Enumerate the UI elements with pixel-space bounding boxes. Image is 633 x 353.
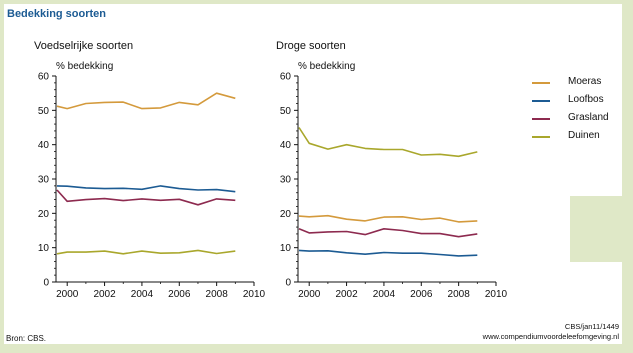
right-y-tick-label: 20	[280, 209, 292, 220]
right-x-tick-label: 2000	[298, 289, 321, 300]
left-series-grasland	[56, 189, 236, 206]
left-x-tick-label: 2006	[168, 289, 191, 300]
source-note: Bron: CBS.	[6, 334, 47, 343]
legend-item-loofbos: Loofbos	[532, 92, 633, 110]
left-y-tick-label: 10	[38, 243, 50, 254]
legend-label-moeras: Moeras	[568, 76, 602, 87]
right-chart-title: Droge soorten	[276, 40, 346, 52]
legend-item-duinen: Duinen	[532, 128, 633, 146]
left-y-tick-label: 20	[38, 209, 50, 220]
left-x-tick-label: 2010	[243, 289, 266, 300]
right-x-tick-label: 2002	[335, 289, 358, 300]
right-y-tick-label: 50	[280, 106, 292, 117]
credit-url: www.compendiumvoordeleefomgeving.nl	[482, 332, 619, 341]
right-y-tick-label: 0	[285, 278, 291, 289]
left-y-tick-label: 0	[43, 278, 49, 289]
legend-label-loofbos: Loofbos	[568, 94, 604, 105]
left-series-duinen	[56, 249, 236, 255]
legend-swatch-moeras	[532, 82, 550, 84]
right-series-grasland	[298, 228, 478, 238]
figure-panel	[4, 4, 622, 344]
legend-swatch-duinen	[532, 136, 550, 138]
left-chart-ylabel: % bedekking	[56, 61, 114, 72]
decorative-green-block	[570, 196, 633, 262]
credit: CBS/jan11/1449 www.compendiumvoordeleefo…	[483, 322, 619, 342]
left-y-tick-label: 40	[38, 140, 50, 151]
right-x-tick-label: 2010	[485, 289, 508, 300]
left-series-moeras	[56, 92, 236, 110]
left-chart-title: Voedselrijke soorten	[34, 40, 134, 52]
legend-label-duinen: Duinen	[568, 130, 600, 141]
right-series-moeras	[298, 214, 478, 223]
legend-item-grasland: Grasland	[532, 110, 633, 128]
right-y-tick-label: 10	[280, 243, 292, 254]
left-x-tick-label: 2002	[93, 289, 116, 300]
right-x-tick-label: 2006	[410, 289, 433, 300]
left-x-tick-label: 2000	[56, 289, 79, 300]
legend-swatch-grasland	[532, 118, 550, 120]
right-y-tick-label: 30	[280, 175, 292, 186]
credit-code: CBS/jan11/1449	[564, 322, 619, 331]
legend: Moeras Loofbos Grasland Duinen	[532, 74, 633, 146]
right-x-tick-label: 2008	[448, 289, 471, 300]
legend-swatch-loofbos	[532, 100, 550, 102]
right-y-tick-label: 40	[280, 140, 292, 151]
right-chart-ylabel: % bedekking	[298, 61, 356, 72]
left-x-tick-label: 2008	[206, 289, 229, 300]
right-series-loofbos	[298, 249, 478, 257]
left-y-tick-label: 60	[38, 72, 50, 83]
left-y-tick-label: 30	[38, 175, 50, 186]
left-series-loofbos	[56, 185, 236, 193]
figure-title: Bedekking soorten	[7, 8, 107, 20]
right-series-duinen	[298, 127, 478, 158]
legend-item-moeras: Moeras	[532, 74, 633, 92]
legend-label-grasland: Grasland	[568, 112, 609, 123]
left-x-tick-label: 2004	[131, 289, 154, 300]
right-y-tick-label: 60	[280, 72, 292, 83]
left-y-tick-label: 50	[38, 106, 50, 117]
right-x-tick-label: 2004	[373, 289, 396, 300]
